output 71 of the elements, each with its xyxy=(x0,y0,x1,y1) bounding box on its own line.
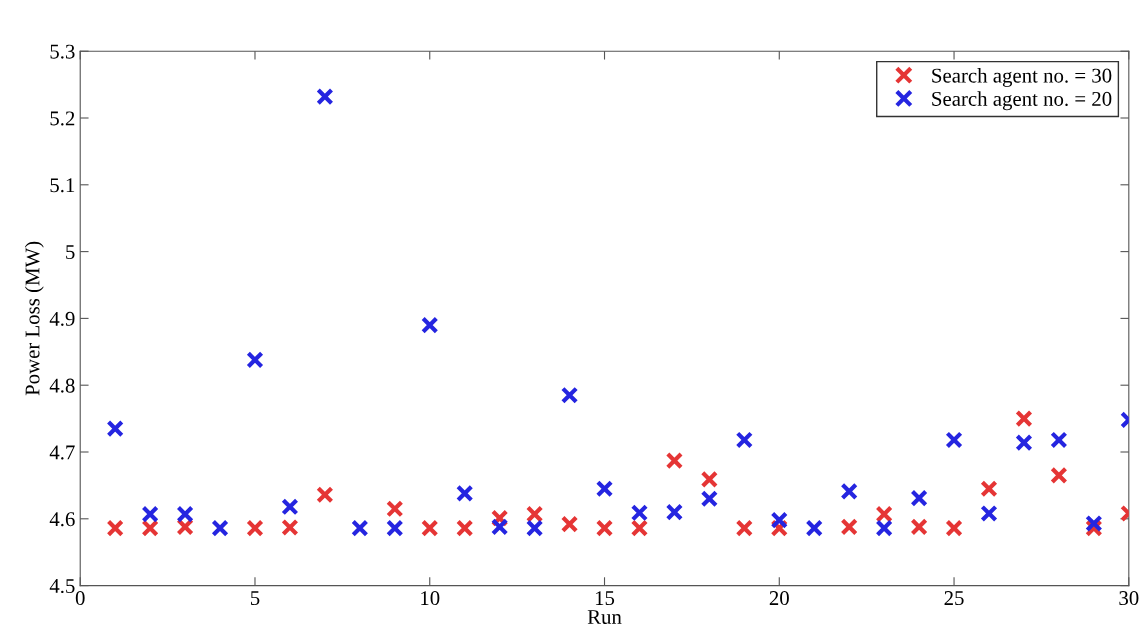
point xyxy=(1050,466,1068,485)
point xyxy=(1050,431,1068,449)
point xyxy=(281,518,299,537)
point xyxy=(665,503,684,521)
y-tick-label: 4.7 xyxy=(49,445,75,460)
point xyxy=(456,484,474,503)
y-tick-label: 4.5 xyxy=(49,579,75,594)
y-tick-label: 5.3 xyxy=(50,44,75,59)
point xyxy=(560,515,579,533)
x-tick-label: 15 xyxy=(595,591,615,606)
point xyxy=(665,452,684,470)
point xyxy=(945,519,963,537)
x-tick-label: 10 xyxy=(421,591,440,606)
x-tick-label: 0 xyxy=(75,591,85,606)
point xyxy=(525,519,544,537)
point xyxy=(840,482,858,501)
point xyxy=(316,486,334,504)
point xyxy=(735,431,753,449)
point xyxy=(700,490,719,508)
y-tick-label: 4.8 xyxy=(49,378,75,393)
y-axis-title: Power Loss (MW) xyxy=(24,241,44,396)
point xyxy=(316,87,334,106)
point xyxy=(490,518,509,536)
point xyxy=(630,519,649,537)
point xyxy=(945,431,963,449)
point xyxy=(386,500,404,518)
point xyxy=(176,505,194,523)
point xyxy=(735,519,753,537)
x-tick-label: 5 xyxy=(250,591,260,606)
point xyxy=(141,505,159,523)
point xyxy=(246,519,264,537)
legend-label: Search agent no. = 30 xyxy=(932,67,1112,87)
y-tick-label: 4.9 xyxy=(49,311,75,326)
x-tick-label: 25 xyxy=(944,591,964,606)
point xyxy=(700,470,719,489)
x-axis-title: Run xyxy=(587,610,622,625)
y-tick-label: 4.6 xyxy=(49,512,75,527)
point xyxy=(421,519,439,537)
point xyxy=(595,480,614,498)
point xyxy=(1015,433,1033,452)
point xyxy=(980,480,998,498)
x-tick-label: 20 xyxy=(769,591,789,606)
point xyxy=(910,518,928,536)
point xyxy=(595,519,614,537)
point xyxy=(910,489,928,507)
y-tick-label: 5 xyxy=(66,245,75,260)
x-tick-label: 30 xyxy=(1119,591,1139,606)
point xyxy=(875,519,893,537)
point xyxy=(770,511,788,529)
point xyxy=(456,519,474,537)
point xyxy=(1015,409,1033,428)
point xyxy=(421,316,439,334)
point xyxy=(1085,514,1103,533)
point xyxy=(525,505,544,523)
y-tick-label: 5.1 xyxy=(50,178,75,193)
point xyxy=(106,519,124,537)
point xyxy=(106,419,124,438)
point xyxy=(840,518,858,536)
point xyxy=(875,505,893,523)
y-tick-label: 5.2 xyxy=(50,111,75,126)
point xyxy=(281,498,299,516)
point xyxy=(560,386,579,404)
point xyxy=(351,519,369,537)
point xyxy=(211,519,229,537)
point xyxy=(980,504,998,523)
point xyxy=(386,519,404,537)
point xyxy=(630,504,649,522)
point xyxy=(246,351,264,369)
legend-label: Search agent no. = 20 xyxy=(932,91,1112,111)
point xyxy=(805,519,823,537)
point xyxy=(141,519,159,537)
